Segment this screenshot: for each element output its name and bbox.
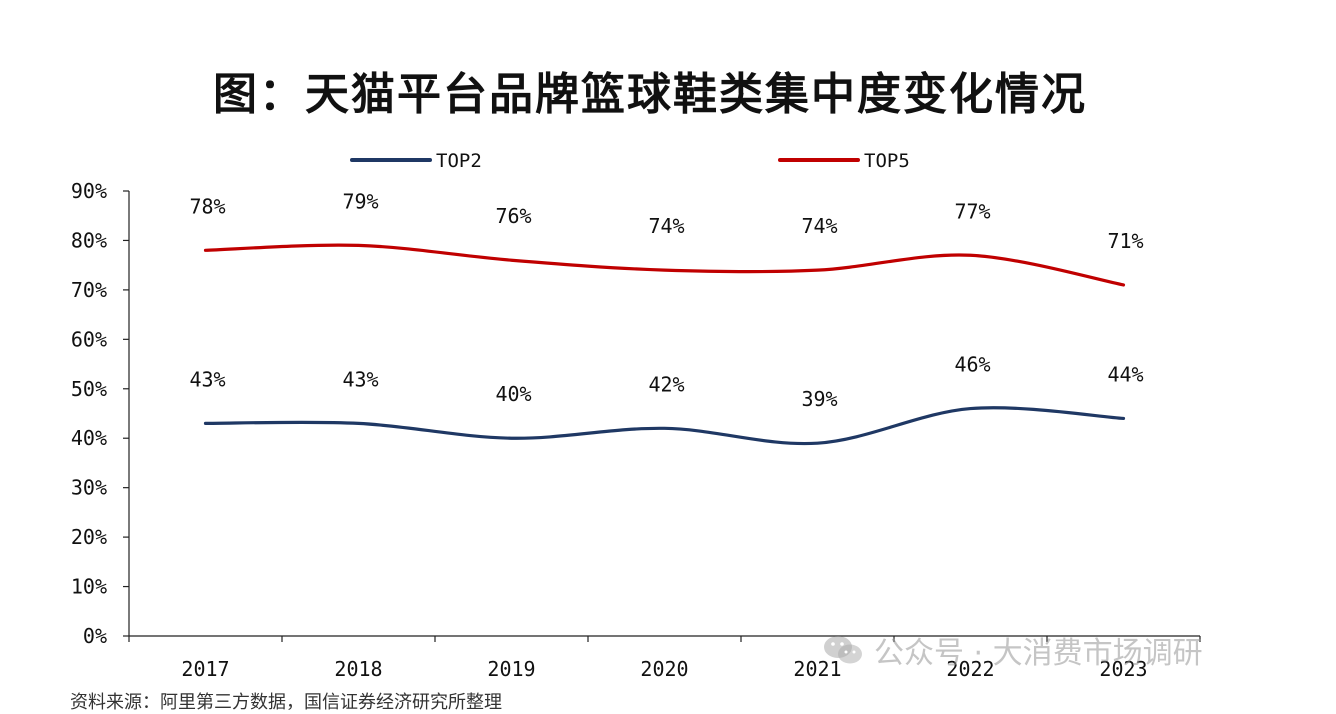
chart-title: 图：天猫平台品牌篮球鞋类集中度变化情况 [213,69,1087,120]
y-tick-label: 80% [71,228,107,252]
series-line-top5 [203,243,1126,287]
data-label-top2: 44% [1107,362,1143,386]
legend-label-top5: TOP5 [864,150,910,172]
y-tick-label: 20% [71,525,107,549]
x-tick-label: 2017 [181,657,229,681]
series-line-top2 [203,406,1126,446]
x-tick-label: 2019 [487,657,535,681]
data-label-top2: 42% [648,372,684,396]
y-tick-label: 60% [71,327,107,351]
y-tick-label: 90% [71,179,107,203]
x-tick-label: 2023 [1099,657,1147,681]
watermark: 公众号 · 大消费市场调研 [822,628,1203,672]
data-label-top5: 76% [495,204,531,228]
x-tick-label: 2018 [334,657,382,681]
data-label-top5: 74% [648,214,684,238]
x-tick-label: 2021 [793,657,841,681]
data-label-top5: 74% [801,214,837,238]
wechat-icon [824,636,862,664]
y-tick-label: 0% [83,624,107,648]
data-label-top2: 43% [342,367,378,391]
source-note: 资料来源：阿里第三方数据，国信证券经济研究所整理 [70,692,502,713]
x-tick-label: 2020 [640,657,688,681]
x-tick-label: 2022 [946,657,994,681]
y-tick-label: 70% [71,278,107,302]
data-label-top2: 46% [954,353,990,377]
data-label-top2: 39% [801,387,837,411]
data-label-top2: 40% [495,382,531,406]
data-label-top5: 79% [342,189,378,213]
data-label-top5: 78% [189,194,225,218]
legend-label-top2: TOP2 [436,150,482,172]
data-label-top5: 71% [1107,229,1143,253]
y-tick-label: 30% [71,476,107,500]
y-tick-label: 10% [71,575,107,599]
watermark-text: 公众号 · 大消费市场调研 [874,636,1203,671]
y-tick-label: 50% [71,377,107,401]
data-label-top5: 77% [954,199,990,223]
data-label-top2: 43% [189,367,225,391]
y-tick-label: 40% [71,426,107,450]
